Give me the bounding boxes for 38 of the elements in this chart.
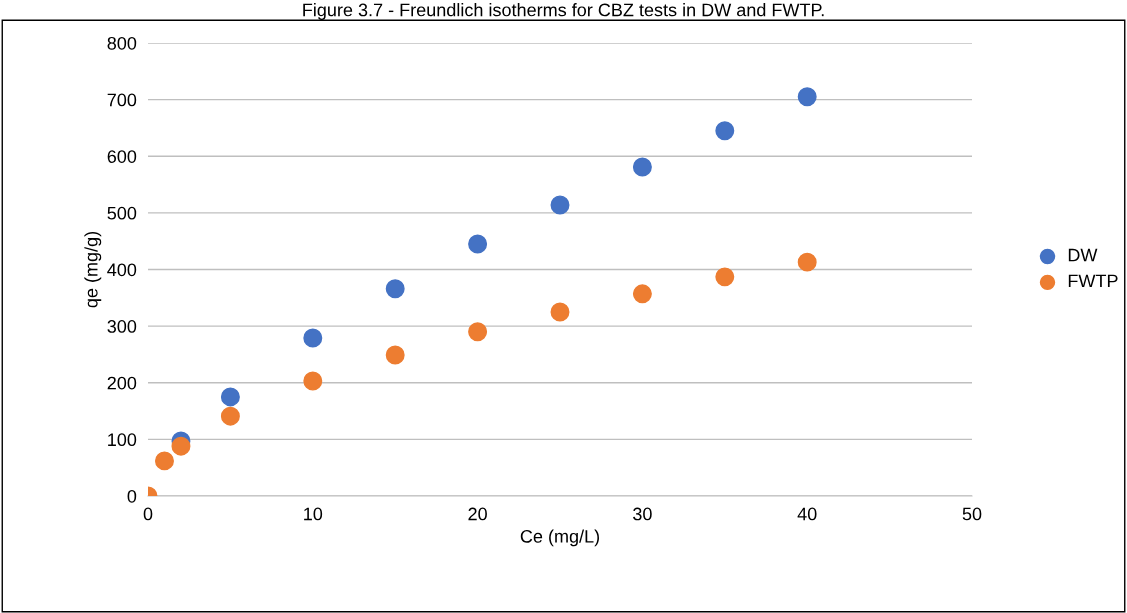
- x-tick-label: 0: [143, 507, 153, 521]
- point: [220, 406, 240, 426]
- point: [385, 279, 405, 299]
- point: [550, 195, 570, 215]
- point: [797, 252, 817, 272]
- x-tick-label: 20: [468, 507, 487, 521]
- point: [303, 371, 323, 391]
- y-tick-label: 0: [127, 489, 137, 503]
- point: [220, 387, 240, 407]
- point: [155, 451, 174, 471]
- y-axis-title: qe (mg/g): [84, 231, 102, 308]
- point: [715, 267, 735, 287]
- point: [715, 121, 735, 141]
- point: [385, 345, 405, 365]
- x-tick-label: 30: [633, 507, 652, 521]
- legend-label: FWTP: [1068, 274, 1118, 288]
- point: [468, 322, 488, 342]
- point: [468, 234, 488, 254]
- point: [171, 436, 191, 456]
- legend-label: DW: [1068, 248, 1098, 262]
- y-tick-label: 500: [107, 206, 137, 220]
- x-tick-label: 50: [962, 507, 982, 521]
- point: [632, 284, 652, 304]
- x-tick-label: 40: [797, 507, 817, 521]
- y-tick-label: 100: [108, 433, 137, 447]
- x-tick-label: 10: [304, 507, 323, 521]
- y-tick-label: 300: [107, 320, 137, 333]
- point: [550, 302, 570, 322]
- y-tick-label: 400: [107, 263, 137, 277]
- x-axis-title: Ce (mg/L): [520, 529, 600, 547]
- point: [797, 87, 817, 107]
- chart-title: Figure 3.7 - Freundlich isotherms for CBZ tests in DW and FWTP.: [303, 3, 824, 20]
- y-tick-label: 200: [107, 376, 137, 390]
- point: [632, 157, 652, 177]
- y-tick-label: 600: [107, 150, 137, 163]
- y-tick-label: 800: [107, 36, 137, 50]
- point: [303, 328, 323, 348]
- y-tick-label: 700: [107, 93, 137, 107]
